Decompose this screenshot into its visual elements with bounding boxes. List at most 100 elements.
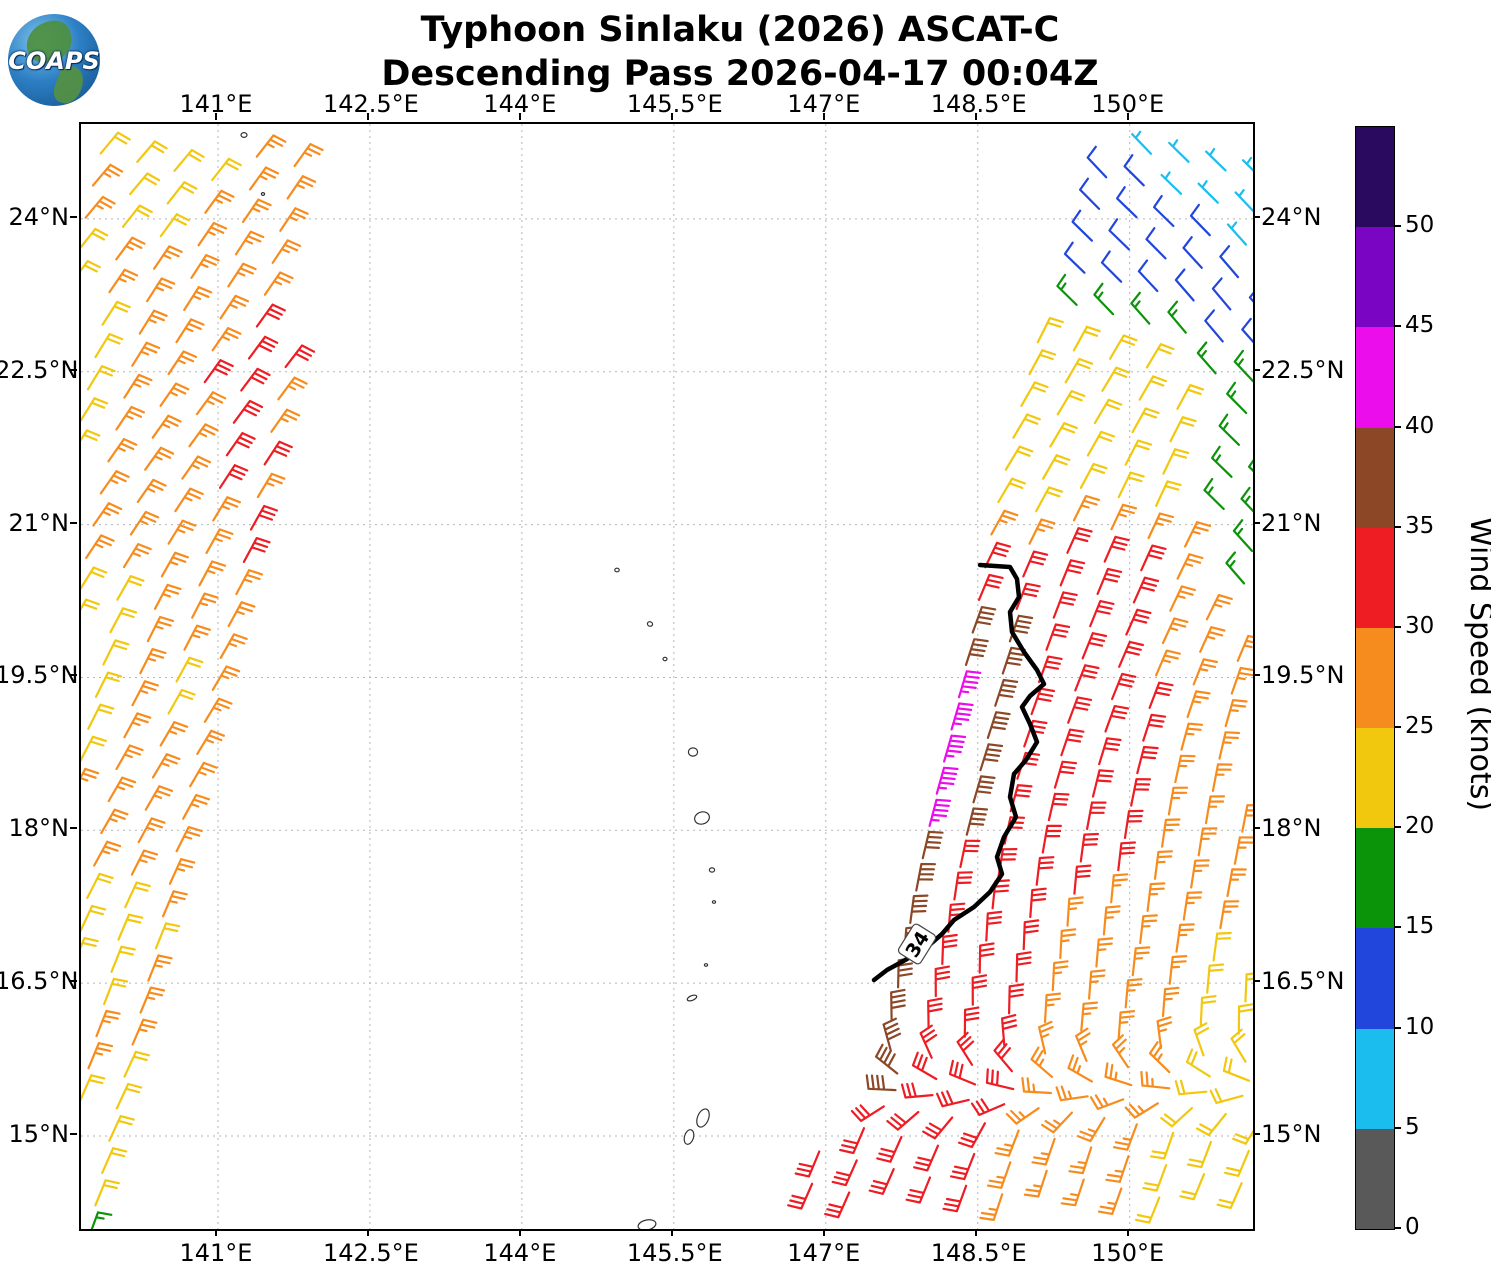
lat-label-right: 24°N: [1261, 202, 1322, 231]
axis-tick: [366, 113, 369, 120]
wind-barb: [90, 1211, 113, 1229]
wind-barb: [109, 607, 138, 634]
wind-barb: [1218, 731, 1241, 760]
axis-tick: [822, 113, 825, 120]
wind-barb: [129, 510, 160, 536]
wind-barb: [190, 254, 220, 279]
wind-barb: [195, 391, 227, 416]
island-outline: [646, 621, 654, 627]
lat-label-right: 16.5°N: [1261, 967, 1345, 996]
wind-barb: [1079, 462, 1108, 489]
wind-barb: [81, 904, 107, 932]
wind-barb: [110, 945, 136, 973]
colorbar-tick-label: 30: [1405, 612, 1435, 639]
wind-barb: [1197, 827, 1218, 857]
wind-barb: [1182, 236, 1203, 269]
wind-barb: [1241, 317, 1253, 344]
wind-barb: [94, 671, 123, 698]
wind-barb: [189, 761, 218, 788]
wind-barb: [913, 1144, 940, 1172]
wind-barb: [247, 335, 279, 360]
wind-barb: [1197, 180, 1219, 204]
wind-barb: [875, 1043, 899, 1075]
island-outline: [240, 132, 248, 139]
lon-label-bottom: 142.5°E: [322, 1239, 419, 1264]
colorbar-tick-label: 10: [1405, 1013, 1435, 1040]
wind-barb: [971, 606, 997, 634]
wind-barb: [99, 470, 130, 495]
wind-barb: [1130, 778, 1152, 807]
wind-barb: [964, 638, 989, 666]
wind-barb: [1153, 194, 1175, 228]
lat-label-left: 22.5°N: [0, 355, 79, 384]
axis-tick: [215, 1229, 217, 1236]
wind-barb: [1041, 1111, 1073, 1134]
wind-barb: [1029, 887, 1047, 919]
wind-barb: [1184, 521, 1212, 548]
wind-barb: [963, 1006, 980, 1038]
wind-barb: [994, 678, 1019, 707]
island-outline: [637, 1219, 657, 1229]
colorbar-tick-label: 15: [1405, 913, 1435, 940]
wind-barb: [1022, 550, 1049, 578]
wind-barb: [1205, 147, 1227, 172]
wind-barb: [136, 478, 167, 504]
wind-barb: [129, 172, 161, 196]
wind-barb: [1175, 923, 1195, 953]
wind-barb: [146, 615, 175, 643]
wind-barb: [1051, 960, 1069, 992]
wind-barb: [1066, 896, 1084, 927]
wind-barb: [168, 858, 196, 885]
colorbar-tick: [1394, 525, 1401, 528]
island-outline: [694, 811, 710, 825]
wind-barb: [1093, 398, 1123, 425]
wind-barb: [1174, 754, 1196, 784]
wind-barb: [167, 519, 197, 545]
lon-label-bottom: 144°E: [483, 1239, 557, 1264]
wind-barb: [1079, 177, 1101, 210]
wind-barb: [1236, 634, 1253, 662]
wind-barb: [991, 879, 1010, 910]
island-outline: [703, 963, 709, 967]
wind-barb: [81, 937, 99, 950]
wind-barb: [986, 711, 1011, 739]
wind-barb: [211, 157, 242, 182]
colorbar-tick: [1394, 425, 1401, 428]
wind-barb: [985, 1068, 1015, 1091]
wind-barb: [1036, 317, 1064, 344]
colorbar-segment-magenta: [1356, 327, 1394, 428]
wind-barb: [1211, 277, 1232, 311]
wind-barb: [203, 697, 233, 723]
wind-barb: [167, 688, 196, 715]
wind-barb: [1049, 422, 1078, 448]
wind-barb: [1168, 139, 1190, 163]
lat-label-left: 16.5°N: [0, 967, 79, 996]
wind-barb: [225, 432, 256, 457]
wind-barb: [1072, 495, 1100, 522]
wind-barb: [198, 560, 227, 587]
wind-barb: [85, 534, 115, 559]
wind-barb: [986, 1161, 1012, 1189]
wind-barb: [1189, 203, 1211, 237]
wind-barb: [86, 872, 114, 899]
wind-barb: [108, 268, 139, 294]
wind-barb: [1117, 841, 1136, 872]
wind-barb: [934, 965, 951, 998]
wind-barb: [256, 472, 286, 499]
wind-barb: [1023, 719, 1048, 748]
colorbar-tick: [1394, 625, 1401, 628]
wind-barb: [831, 1159, 858, 1187]
wind-barb: [1111, 1034, 1130, 1069]
wind-barb: [100, 808, 129, 835]
colorbar-tick-label: 0: [1405, 1214, 1420, 1240]
wind-barb: [1076, 1116, 1106, 1143]
island-outline: [696, 1108, 710, 1128]
wind-barb: [103, 977, 129, 1006]
axis-tick: [974, 113, 977, 120]
wind-barb: [81, 735, 107, 762]
wind-barb: [107, 776, 137, 803]
wind-barb: [953, 871, 973, 901]
wind-barb: [218, 464, 249, 489]
wind-barb: [921, 830, 944, 860]
wind-barb: [1103, 535, 1130, 563]
